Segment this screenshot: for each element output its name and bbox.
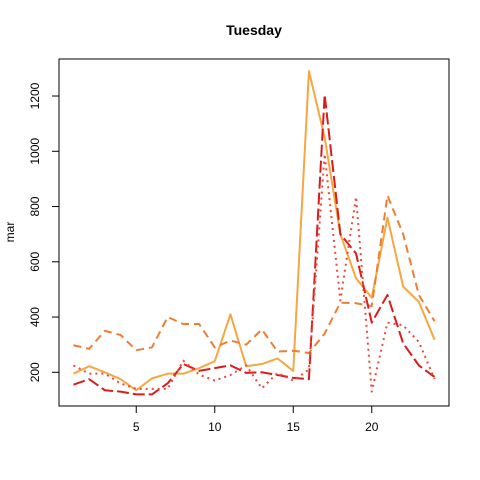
x-tick-label: 15 [287, 420, 301, 434]
y-axis-label: mar [3, 222, 17, 243]
x-axis: 5 10 15 20 [133, 406, 379, 434]
y-tick-label: 400 [28, 307, 42, 327]
x-tick-label: 10 [208, 420, 222, 434]
y-tick-label: 800 [28, 196, 42, 216]
y-tick-label: 200 [28, 362, 42, 382]
series-line-4 [72, 153, 436, 393]
x-tick-label: 20 [365, 420, 379, 434]
y-tick-label: 600 [28, 251, 42, 271]
x-tick-label: 5 [133, 420, 140, 434]
y-axis: 200 400 600 800 1000 1200 [28, 82, 59, 382]
y-tick-label: 1000 [28, 138, 42, 165]
series-layer [72, 70, 436, 396]
chart-title: Tuesday [226, 22, 282, 38]
series-line-2 [73, 194, 436, 354]
y-tick-label: 1200 [28, 82, 42, 109]
series-line-3 [73, 93, 436, 396]
plot-frame [58, 58, 450, 407]
